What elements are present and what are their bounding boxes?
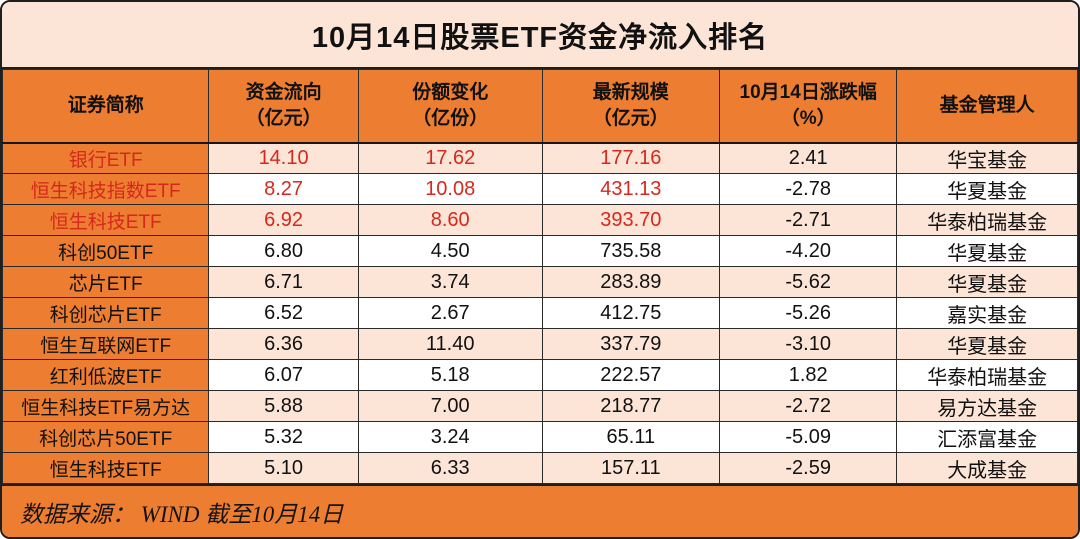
share-change-cell: 3.74 (357, 266, 543, 298)
fund-manager-cell: 华宝基金 (896, 142, 1078, 174)
fund-manager-cell: 嘉实基金 (896, 297, 1078, 329)
etf-flow-table: 证券简称 资金流向 （亿元） 份额变化 （亿份） 最新规模 （亿元） 10月14… (2, 69, 1078, 484)
share-change-cell: 5.18 (357, 359, 543, 391)
fund-flow-cell: 14.10 (208, 142, 359, 174)
table-row: 恒生互联网ETF 6.36 11.40 337.79 -3.10 华夏基金 (2, 328, 1078, 360)
share-change-cell: 2.67 (357, 297, 543, 329)
change-pct-cell: 1.82 (718, 359, 898, 391)
fund-flow-cell: 8.27 (208, 173, 359, 205)
data-source-note: 数据来源： WIND 截至10月14日 (2, 484, 1078, 537)
security-name-cell: 科创芯片ETF (2, 297, 210, 329)
latest-scale-cell: 177.16 (541, 142, 721, 174)
security-name-cell: 芯片ETF (2, 266, 210, 298)
latest-scale-cell: 222.57 (541, 359, 721, 391)
change-pct-cell: -2.78 (718, 173, 898, 205)
latest-scale-cell: 65.11 (541, 421, 721, 453)
fund-flow-cell: 5.88 (208, 390, 359, 422)
security-name-cell: 银行ETF (2, 142, 210, 174)
fund-flow-cell: 6.07 (208, 359, 359, 391)
fund-flow-cell: 5.32 (208, 421, 359, 453)
page-title: 10月14日股票ETF资金净流入排名 (2, 2, 1078, 69)
fund-manager-cell: 华夏基金 (896, 235, 1078, 267)
change-pct-cell: -4.20 (718, 235, 898, 267)
security-name-cell: 恒生科技ETF (2, 452, 210, 484)
share-change-cell: 7.00 (357, 390, 543, 422)
share-change-cell: 11.40 (357, 328, 543, 360)
fund-flow-cell: 6.36 (208, 328, 359, 360)
security-name-cell: 恒生科技ETF易方达 (2, 390, 210, 422)
fund-flow-cell: 6.92 (208, 204, 359, 236)
fund-flow-cell: 6.80 (208, 235, 359, 267)
fund-manager-cell: 大成基金 (896, 452, 1078, 484)
col-header-security-name: 证券简称 (2, 69, 210, 144)
col-header-change-pct: 10月14日涨跌幅 （%） (718, 69, 898, 144)
share-change-cell: 17.62 (357, 142, 543, 174)
change-pct-cell: -2.71 (718, 204, 898, 236)
change-pct-cell: -5.62 (718, 266, 898, 298)
col-header-share-change: 份额变化 （亿份） (357, 69, 543, 144)
share-change-cell: 4.50 (357, 235, 543, 267)
share-change-cell: 6.33 (357, 452, 543, 484)
fund-flow-cell: 6.71 (208, 266, 359, 298)
share-change-cell: 3.24 (357, 421, 543, 453)
table-row: 恒生科技指数ETF 8.27 10.08 431.13 -2.78 华夏基金 (2, 173, 1078, 205)
security-name-cell: 恒生互联网ETF (2, 328, 210, 360)
latest-scale-cell: 393.70 (541, 204, 721, 236)
latest-scale-cell: 157.11 (541, 452, 721, 484)
table-row: 红利低波ETF 6.07 5.18 222.57 1.82 华泰柏瑞基金 (2, 359, 1078, 391)
change-pct-cell: -3.10 (718, 328, 898, 360)
fund-manager-cell: 华夏基金 (896, 266, 1078, 298)
table-row: 科创50ETF 6.80 4.50 735.58 -4.20 华夏基金 (2, 235, 1078, 267)
change-pct-cell: -2.72 (718, 390, 898, 422)
fund-flow-cell: 6.52 (208, 297, 359, 329)
fund-manager-cell: 华泰柏瑞基金 (896, 359, 1078, 391)
latest-scale-cell: 337.79 (541, 328, 721, 360)
table-row: 银行ETF 14.10 17.62 177.16 2.41 华宝基金 (2, 142, 1078, 174)
latest-scale-cell: 431.13 (541, 173, 721, 205)
table-header-row: 证券简称 资金流向 （亿元） 份额变化 （亿份） 最新规模 （亿元） 10月14… (2, 69, 1078, 144)
latest-scale-cell: 218.77 (541, 390, 721, 422)
share-change-cell: 8.60 (357, 204, 543, 236)
change-pct-cell: -5.09 (718, 421, 898, 453)
security-name-cell: 红利低波ETF (2, 359, 210, 391)
latest-scale-cell: 283.89 (541, 266, 721, 298)
share-change-cell: 10.08 (357, 173, 543, 205)
table-row: 科创芯片50ETF 5.32 3.24 65.11 -5.09 汇添富基金 (2, 421, 1078, 453)
table-row: 恒生科技ETF易方达 5.88 7.00 218.77 -2.72 易方达基金 (2, 390, 1078, 422)
security-name-cell: 恒生科技ETF (2, 204, 210, 236)
col-header-fund-manager: 基金管理人 (896, 69, 1078, 144)
change-pct-cell: 2.41 (718, 142, 898, 174)
fund-manager-cell: 华夏基金 (896, 328, 1078, 360)
col-header-fund-flow: 资金流向 （亿元） (208, 69, 359, 144)
security-name-cell: 恒生科技指数ETF (2, 173, 210, 205)
fund-manager-cell: 易方达基金 (896, 390, 1078, 422)
change-pct-cell: -5.26 (718, 297, 898, 329)
table-row: 恒生科技ETF 5.10 6.33 157.11 -2.59 大成基金 (2, 452, 1078, 484)
fund-manager-cell: 华夏基金 (896, 173, 1078, 205)
table-row: 芯片ETF 6.71 3.74 283.89 -5.62 华夏基金 (2, 266, 1078, 298)
security-name-cell: 科创50ETF (2, 235, 210, 267)
fund-manager-cell: 汇添富基金 (896, 421, 1078, 453)
latest-scale-cell: 412.75 (541, 297, 721, 329)
table-row: 恒生科技ETF 6.92 8.60 393.70 -2.71 华泰柏瑞基金 (2, 204, 1078, 236)
table-row: 科创芯片ETF 6.52 2.67 412.75 -5.26 嘉实基金 (2, 297, 1078, 329)
security-name-cell: 科创芯片50ETF (2, 421, 210, 453)
latest-scale-cell: 735.58 (541, 235, 721, 267)
change-pct-cell: -2.59 (718, 452, 898, 484)
col-header-latest-scale: 最新规模 （亿元） (541, 69, 721, 144)
fund-flow-cell: 5.10 (208, 452, 359, 484)
fund-manager-cell: 华泰柏瑞基金 (896, 204, 1078, 236)
